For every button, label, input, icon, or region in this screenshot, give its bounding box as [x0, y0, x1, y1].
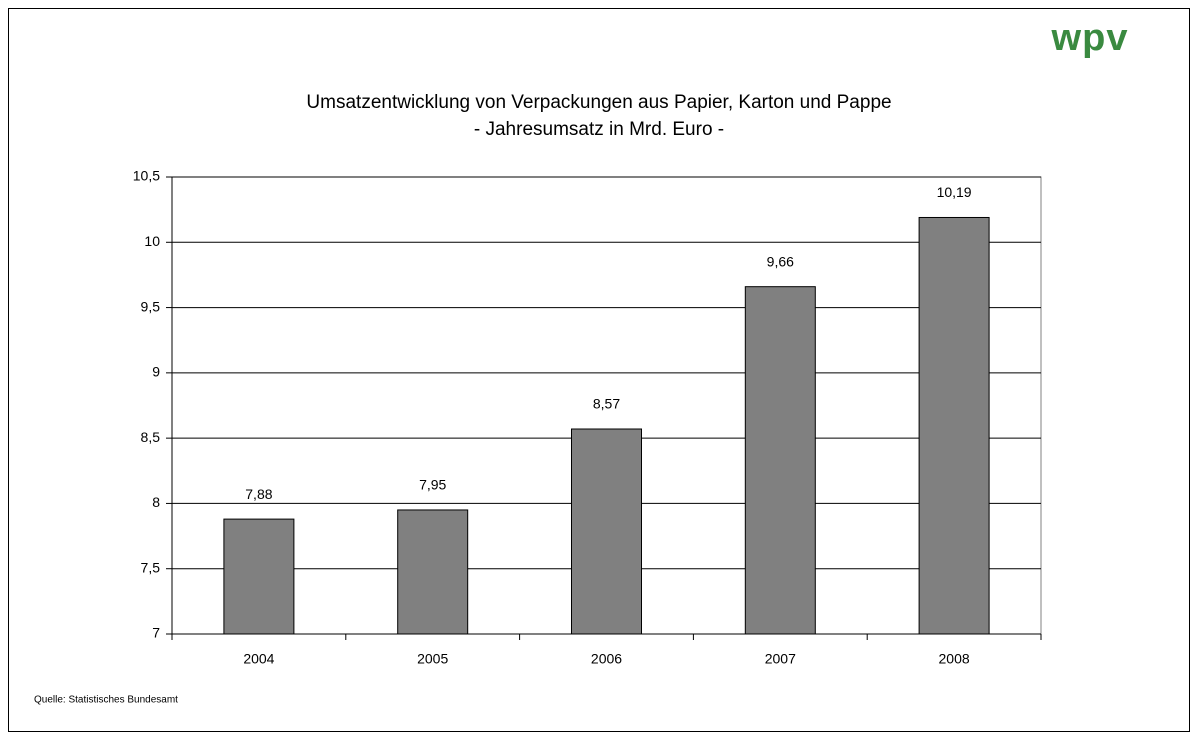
x-tick-label: 2004 [243, 651, 274, 667]
bar [918, 216, 990, 635]
bar [744, 286, 816, 635]
y-tick-label: 10,5 [133, 168, 160, 184]
chart-title: Umsatzentwicklung von Verpackungen aus P… [306, 92, 891, 113]
y-tick-label: 9 [152, 364, 160, 380]
y-tick-label: 10 [144, 233, 160, 249]
bar [223, 518, 295, 635]
data-label: 7,95 [419, 477, 446, 493]
x-tick-label: 2006 [591, 651, 622, 667]
data-label: 9,66 [767, 253, 794, 269]
bar [571, 428, 642, 635]
y-tick-label: 7 [152, 625, 160, 641]
data-label: 7,88 [245, 486, 272, 502]
bar [397, 509, 469, 635]
logo: wpv [1051, 17, 1129, 59]
x-tick-label: 2008 [939, 651, 970, 667]
y-tick-label: 8,5 [141, 429, 161, 445]
x-tick-label: 2007 [765, 651, 796, 667]
source-note: Quelle: Statistisches Bundesamt [34, 695, 178, 706]
data-label: 10,19 [937, 184, 972, 200]
chart-subtitle: - Jahresumsatz in Mrd. Euro - [474, 119, 724, 140]
data-label: 8,57 [593, 396, 620, 412]
x-tick-label: 2005 [417, 651, 448, 667]
y-tick-label: 9,5 [141, 298, 161, 314]
y-tick-label: 8 [152, 494, 160, 510]
y-tick-label: 7,5 [141, 559, 161, 575]
